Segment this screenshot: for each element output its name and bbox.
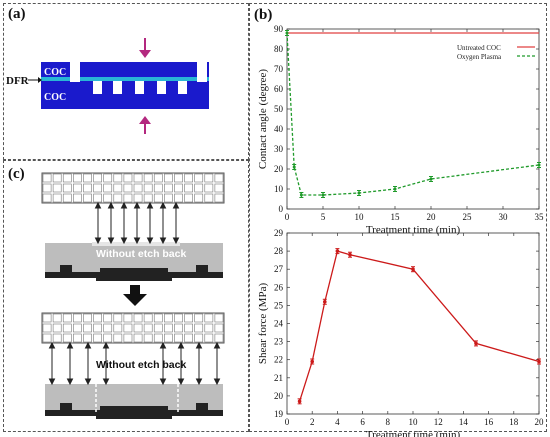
x-tick-label: 5	[321, 212, 326, 222]
y-tick-label: 0	[279, 204, 284, 214]
panel-c-frame	[3, 160, 249, 432]
microchannel	[113, 81, 122, 94]
y-tick-label: 28	[274, 246, 284, 256]
x-tick-label: 6	[360, 417, 365, 427]
data-point	[411, 267, 415, 272]
lower-stack	[45, 384, 223, 419]
microchannel	[157, 81, 166, 94]
panel-c-label: (c)	[8, 166, 25, 182]
data-point	[393, 187, 397, 191]
lower-caption: Without etch back	[96, 359, 186, 371]
y-tick-label: 60	[274, 84, 284, 94]
x-tick-label: 14	[459, 417, 469, 427]
down-arrow-icon	[139, 38, 151, 58]
data-point	[297, 399, 302, 404]
y-tick-label: 30	[274, 144, 284, 154]
data-point	[299, 193, 303, 197]
data-point	[348, 252, 352, 257]
y-axis-label: Contact angle (degree)	[257, 69, 269, 170]
x-tick-label: 4	[335, 417, 340, 427]
data-point	[285, 31, 289, 35]
panel-b-label: (b)	[254, 7, 273, 23]
process-arrow-icon	[123, 285, 147, 306]
x-tick-label: 18	[509, 417, 519, 427]
x-axis-label: Treatment time (min)	[366, 429, 461, 437]
y-tick-label: 90	[274, 24, 284, 34]
x-tick-label: 2	[310, 417, 315, 427]
y-axis-label: Shear force (MPa)	[257, 283, 269, 365]
series-line	[286, 32, 540, 196]
panel-b-frame	[249, 3, 547, 432]
x-tick-label: 10	[409, 417, 419, 427]
x-tick-label: 35	[535, 212, 545, 222]
dfr-label: DFR	[6, 75, 30, 87]
bottom-grid-pattern	[41, 312, 225, 344]
legend-label: Oxygen Plasma	[457, 53, 502, 61]
panel-a-label: (a)	[8, 6, 26, 22]
x-tick-label: 12	[434, 417, 443, 427]
data-point	[321, 193, 325, 197]
y-tick-label: 70	[274, 64, 284, 74]
microchannel	[178, 81, 187, 94]
y-tick-label: 50	[274, 104, 284, 114]
data-point	[323, 299, 327, 304]
data-point	[474, 341, 478, 346]
y-tick-label: 26	[274, 282, 284, 292]
x-tick-label: 0	[285, 417, 290, 427]
y-tick-label: 40	[274, 124, 284, 134]
y-tick-label: 20	[274, 391, 284, 401]
y-tick-label: 25	[274, 300, 284, 310]
dfr-layer	[41, 77, 209, 81]
legend-label: Untreated COC	[457, 44, 501, 52]
microchannel	[135, 81, 144, 94]
data-point	[537, 359, 541, 364]
data-point	[429, 177, 433, 181]
plot-frame	[286, 232, 540, 415]
x-tick-label: 25	[463, 212, 473, 222]
x-tick-label: 30	[499, 212, 509, 222]
data-point	[537, 163, 541, 167]
y-tick-label: 10	[274, 184, 284, 194]
series-line	[298, 250, 540, 402]
coc-bottom-label: COC	[44, 92, 66, 103]
y-tick-label: 24	[274, 319, 284, 329]
y-tick-label: 22	[274, 355, 283, 365]
upper-arrows	[94, 201, 180, 245]
y-tick-label: 80	[274, 44, 284, 54]
y-tick-label: 19	[274, 409, 284, 419]
coc-top-label: COC	[44, 67, 66, 78]
top-grid-pattern	[41, 172, 225, 204]
data-point	[310, 359, 315, 364]
up-arrow-icon	[139, 116, 151, 134]
x-tick-label: 16	[484, 417, 494, 427]
data-point	[357, 191, 361, 195]
data-point	[335, 249, 340, 253]
x-tick-label: 0	[285, 212, 290, 222]
lower-arrows	[48, 341, 221, 386]
x-tick-label: 20	[427, 212, 437, 222]
plot-frame	[286, 28, 540, 210]
microchannel	[93, 81, 102, 94]
x-tick-label: 10	[355, 212, 365, 222]
panel-a-frame	[3, 3, 249, 160]
x-tick-label: 15	[391, 212, 401, 222]
y-tick-label: 20	[274, 164, 284, 174]
y-tick-label: 27	[274, 264, 284, 274]
y-tick-label: 23	[274, 337, 284, 347]
upper-caption: Without etch back	[96, 248, 186, 260]
x-tick-label: 8	[386, 417, 391, 427]
data-point	[292, 165, 296, 169]
y-tick-label: 29	[274, 228, 284, 238]
y-tick-label: 21	[274, 373, 283, 383]
coc-top-layer	[41, 62, 209, 78]
x-tick-label: 20	[535, 417, 545, 427]
upper-stack	[45, 242, 223, 281]
